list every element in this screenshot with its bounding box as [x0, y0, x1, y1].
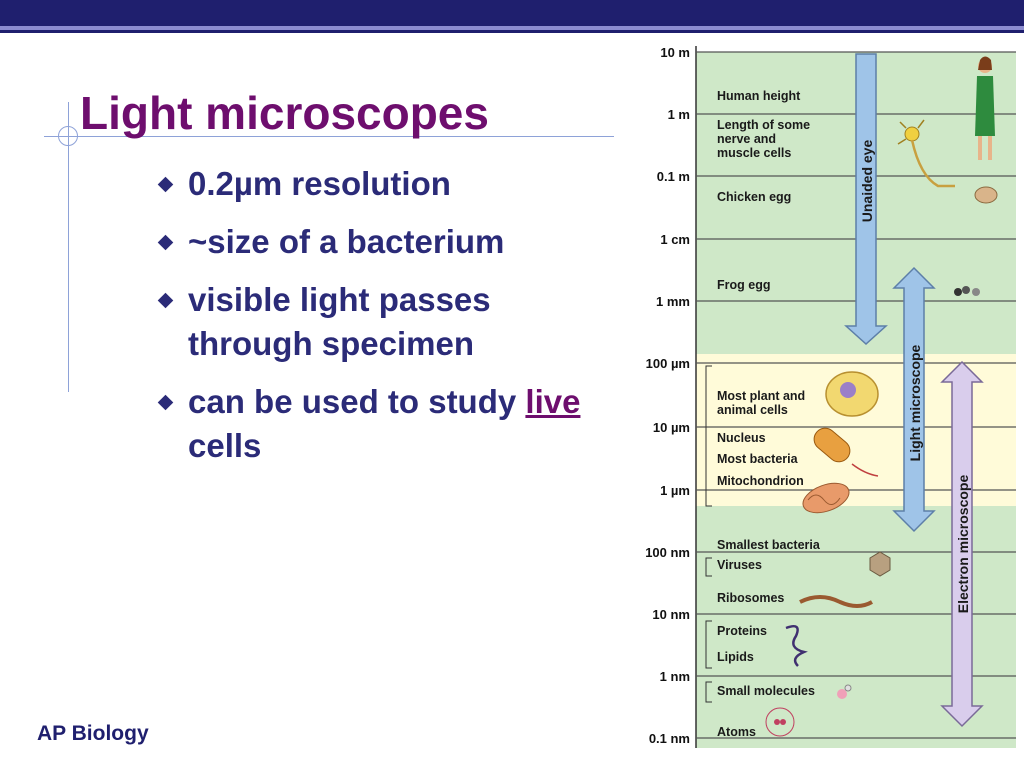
animal-cell-icon — [825, 371, 879, 417]
scale-item-label: Human height — [717, 89, 801, 103]
scale-tick-label: 1 cm — [660, 232, 690, 247]
scale-item-label: nerve and — [717, 132, 776, 146]
bacterium-icon — [813, 427, 879, 477]
electron-microscope-label: Electron microscope — [955, 475, 971, 614]
small-molecule-icon — [837, 684, 852, 699]
bullet-item: ~size of a bacterium — [157, 220, 598, 264]
title-guide-horizontal — [44, 136, 614, 137]
human-figure-icon — [975, 56, 995, 160]
frog-egg-icon — [954, 286, 980, 296]
protein-icon — [785, 625, 808, 667]
light-microscope-label: Light microscope — [907, 344, 923, 461]
virus-icon — [869, 551, 891, 577]
scale-tick-label: 1 nm — [660, 669, 690, 684]
scale-item-label: Lipids — [717, 650, 754, 664]
scale-item-label: Smallest bacteria — [717, 538, 821, 552]
scale-item-label: Chicken egg — [717, 190, 791, 204]
bracket-proteins — [705, 620, 712, 669]
scale-tick-label: 0.1 nm — [649, 731, 690, 746]
bracket-cells — [705, 365, 712, 507]
size-scale-diagram: 10 m 1 m 0.1 m 1 cm 1 mm 100 µm 10 µm 1 µm 100 n… — [645, 45, 1016, 748]
scale-item-label: muscle cells — [717, 146, 791, 160]
light-microscope-arrow: Light microscope — [892, 266, 936, 533]
scale-item-label: Frog egg — [717, 278, 770, 292]
ribosomes-icon — [799, 595, 873, 608]
chicken-egg-icon — [974, 186, 998, 204]
bullet-list: 0.2µm resolution ~size of a bacterium vi… — [157, 162, 598, 482]
slide-title: Light microscopes — [80, 87, 489, 139]
scale-tick-label: 100 nm — [645, 545, 690, 560]
scale-item-label: Atoms — [717, 725, 756, 739]
bullet-text: 0.2µm resolution — [188, 165, 451, 202]
scale-item-label: Mitochondrion — [717, 474, 804, 488]
scale-item-label: animal cells — [717, 403, 788, 417]
bracket-small-molecules — [705, 681, 712, 703]
bracket-viruses — [705, 557, 712, 577]
bullet-item: 0.2µm resolution — [157, 162, 598, 206]
scale-item-label: Viruses — [717, 558, 762, 572]
scale-item-label: Length of some — [717, 118, 810, 132]
scale-tick-label: 1 µm — [660, 483, 690, 498]
scale-tick-label: 1 m — [668, 107, 690, 122]
scale-tick-label: 10 m — [660, 45, 690, 60]
electron-microscope-arrow: Electron microscope — [940, 360, 984, 728]
scale-item-label: Nucleus — [717, 431, 766, 445]
bullet-text: can be used to study — [188, 383, 517, 420]
title-guide-circle-icon — [58, 126, 78, 146]
bullet-item: can be used to study live cells — [157, 380, 598, 468]
scale-item-label: Proteins — [717, 624, 767, 638]
scale-tick-labels: 10 m 1 m 0.1 m 1 cm 1 mm 100 µm 10 µm 1 µm 100 n… — [645, 45, 690, 746]
diamond-bullet-icon — [157, 234, 174, 251]
bullet-text-tail: cells — [188, 427, 262, 464]
unaided-eye-arrow: Unaided eye — [844, 53, 888, 346]
diamond-bullet-icon — [157, 292, 174, 309]
scale-item-label: Most plant and — [717, 389, 805, 403]
header-accent-line — [0, 26, 1024, 30]
scale-tick-label: 100 µm — [646, 356, 690, 371]
scale-tick-label: 10 µm — [653, 420, 690, 435]
live-emphasis: live — [525, 383, 581, 420]
scale-tick-label: 1 mm — [656, 294, 690, 309]
scale-tick-label: 0.1 m — [657, 169, 690, 184]
scale-item-label: Ribosomes — [717, 591, 784, 605]
scale-tick-label: 10 nm — [652, 607, 690, 622]
scale-item-label: Most bacteria — [717, 452, 799, 466]
bullet-item: visible light passes through specimen — [157, 278, 598, 366]
diamond-bullet-icon — [157, 394, 174, 411]
title-guide-vertical — [68, 102, 69, 392]
scale-item-label: Small molecules — [717, 684, 815, 698]
footer-label: AP Biology — [37, 722, 149, 745]
mitochondrion-icon — [802, 482, 850, 514]
atom-icon — [765, 707, 795, 737]
nerve-cell-icon — [897, 119, 955, 188]
diamond-bullet-icon — [157, 176, 174, 193]
unaided-eye-label: Unaided eye — [859, 140, 875, 223]
bullet-text: visible light passes through specimen — [188, 281, 491, 362]
bullet-text: ~size of a bacterium — [188, 223, 505, 260]
